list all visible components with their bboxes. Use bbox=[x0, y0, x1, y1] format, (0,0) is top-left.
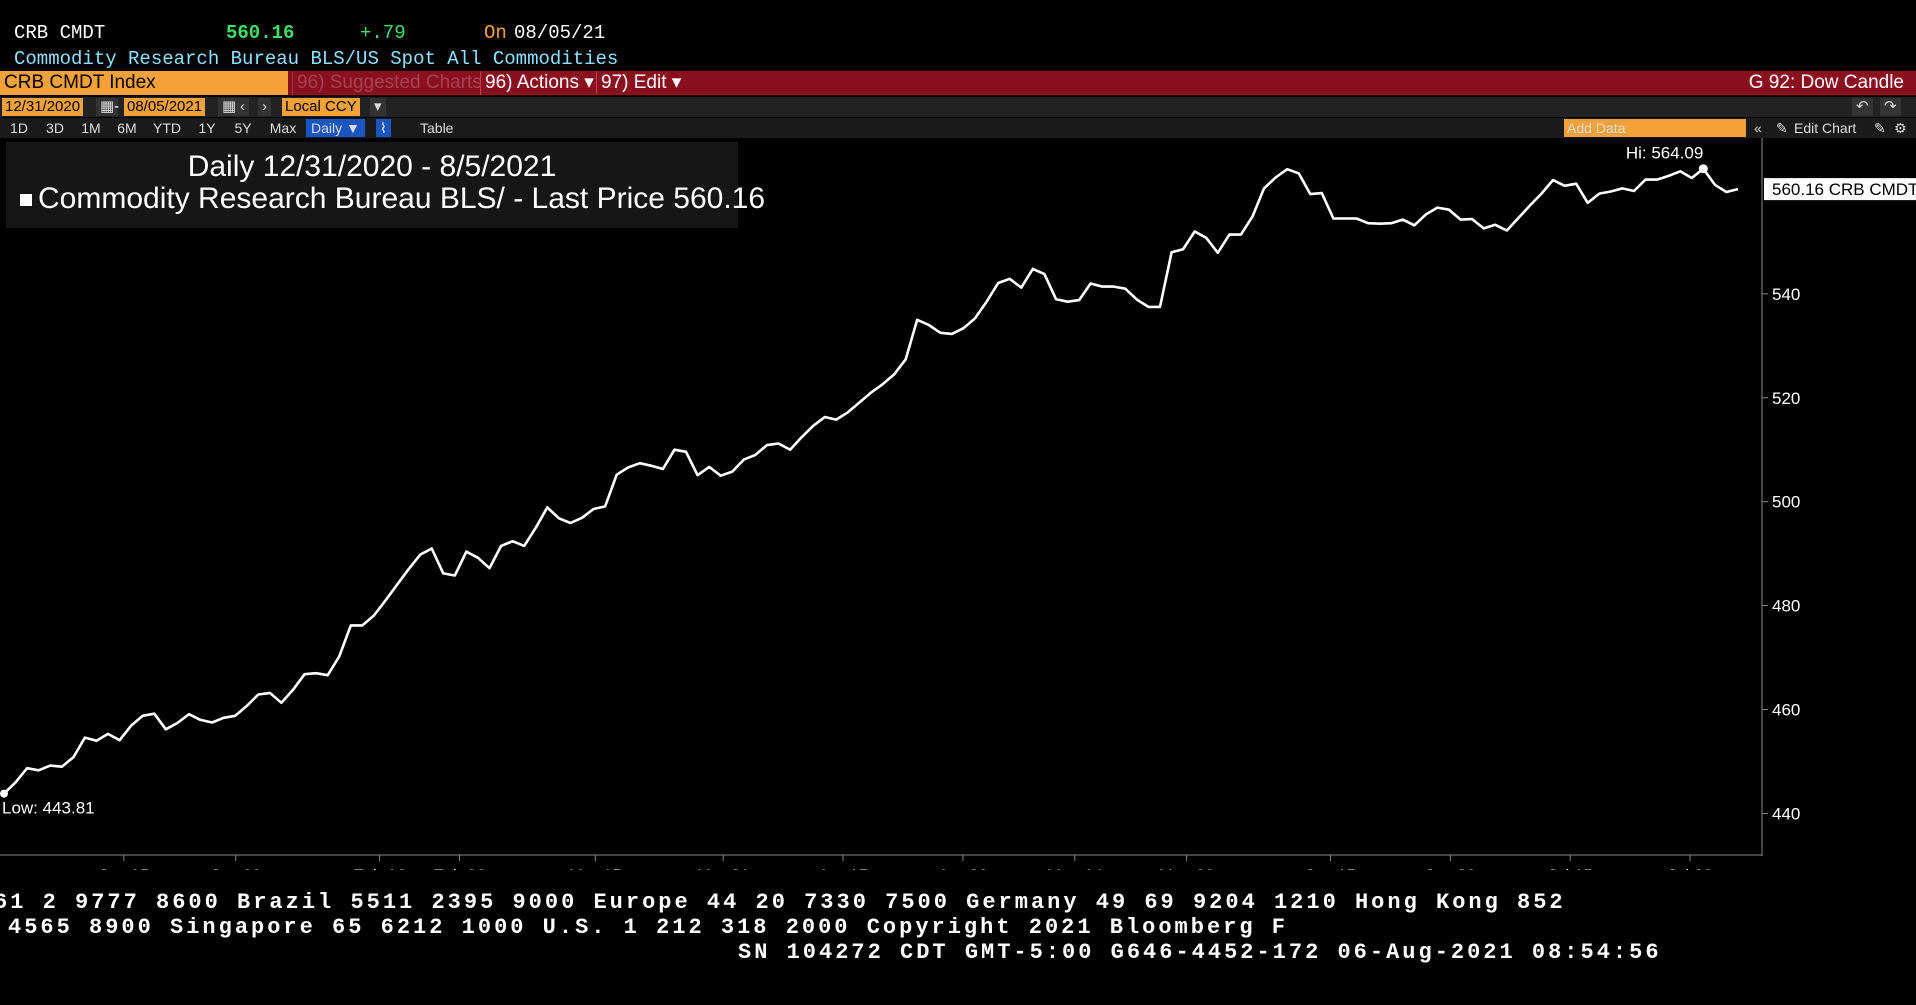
add-data-input[interactable]: Add Data bbox=[1564, 119, 1746, 137]
range-button-1d[interactable]: 1D bbox=[10, 120, 28, 136]
legend-series-name: Commodity Research Bureau BLS/ - Last Pr… bbox=[38, 182, 665, 215]
edit-chart-button[interactable]: Edit Chart bbox=[1794, 120, 1857, 136]
price-change: +.79 bbox=[360, 22, 406, 44]
legend-series-entry: Commodity Research Bureau BLS/ - Last Pr… bbox=[20, 182, 765, 216]
end-date-input[interactable]: 08/05/2021 bbox=[124, 98, 206, 116]
on-label: On bbox=[484, 22, 507, 44]
y-tick-label: 480 bbox=[1772, 597, 1800, 616]
x-tick-label: May 28 bbox=[1159, 866, 1215, 870]
chevron-down-icon[interactable]: ▾ bbox=[370, 98, 386, 116]
y-tick-label: 440 bbox=[1772, 804, 1800, 823]
redo-icon[interactable]: ↷ bbox=[1880, 98, 1901, 116]
high-marker bbox=[1698, 164, 1708, 174]
ticker-symbol: CRB CMDT bbox=[14, 22, 106, 44]
legend-title: Daily 12/31/2020 - 8/5/2021 bbox=[187, 150, 557, 183]
x-tick-label: Jul 15 bbox=[1548, 866, 1593, 870]
x-tick-label: Apr 15 bbox=[818, 866, 868, 870]
footer-contacts-line-1: 61 2 9777 8600 Brazil 5511 2395 9000 Eur… bbox=[0, 890, 1566, 915]
chart-legend: Daily 12/31/2020 - 8/5/2021 Commodity Re… bbox=[6, 142, 765, 228]
y-tick-label: 520 bbox=[1772, 389, 1800, 408]
chevron-right-icon[interactable]: › bbox=[258, 98, 271, 116]
footer-contacts-line-2: 4565 8900 Singapore 65 6212 1000 U.S. 1 … bbox=[8, 915, 1288, 940]
line-chart-icon[interactable]: ⌇ bbox=[376, 119, 391, 137]
edit-icon[interactable]: ✎ bbox=[1874, 120, 1886, 136]
calendar-icon[interactable]: ▦ bbox=[96, 98, 119, 116]
collapse-icon[interactable]: « bbox=[1754, 120, 1762, 136]
security-description: Commodity Research Bureau BLS/US Spot Al… bbox=[14, 48, 619, 70]
x-tick-label: Jun 30 bbox=[1425, 866, 1476, 870]
price-chart: 440 460 480 500 520 540 Jan 15 Jan 29 Feb 16 Feb… bbox=[0, 138, 1916, 870]
last-price-tag: 560.16 CRB CMDT bbox=[1764, 178, 1916, 201]
x-tick-label: Feb 26 bbox=[433, 866, 486, 870]
legend-swatch bbox=[20, 194, 32, 207]
x-tick-label: Mar 15 bbox=[569, 866, 622, 870]
chart-type-label: G 92: Dow Candle bbox=[1748, 72, 1904, 93]
x-tick-label: Feb 16 bbox=[353, 866, 406, 870]
period-select[interactable]: Daily ▼ bbox=[306, 119, 365, 137]
command-toolbar: CRB CMDT Index 96) Suggested Charts 96) … bbox=[0, 71, 1916, 95]
pencil-icon[interactable]: ✎ bbox=[1776, 120, 1788, 136]
last-price-tag-label: 560.16 CRB CMDT bbox=[1772, 180, 1916, 199]
x-tick-label: Jan 15 bbox=[98, 866, 149, 870]
series-line-last-price bbox=[3, 167, 1739, 795]
range-button-6m[interactable]: 6M bbox=[117, 120, 137, 136]
start-date-input[interactable]: 12/31/2020 bbox=[2, 98, 84, 116]
high-label: Hi: 564.09 bbox=[1626, 144, 1704, 163]
chevron-left-icon[interactable]: ‹ bbox=[236, 98, 249, 116]
x-tick-label: Mar 31 bbox=[697, 866, 750, 870]
y-tick-label: 540 bbox=[1772, 285, 1800, 304]
date-range-bar: 12/31/2020 ▦ - 08/05/2021 ▦ ‹ › Local CC… bbox=[0, 97, 1916, 117]
currency-select[interactable]: Local CCY bbox=[282, 98, 360, 116]
suggested-charts-button[interactable]: 96) Suggested Charts bbox=[292, 71, 482, 95]
x-tick-label: Jan 29 bbox=[210, 866, 261, 870]
undo-icon[interactable]: ↶ bbox=[1852, 98, 1873, 116]
low-label: Low: 443.81 bbox=[2, 799, 95, 818]
price-date: 08/05/21 bbox=[514, 22, 606, 44]
range-button-1m[interactable]: 1M bbox=[81, 120, 101, 136]
y-tick-label: 460 bbox=[1772, 701, 1800, 720]
last-price: 560.16 bbox=[226, 22, 295, 44]
range-button-1y[interactable]: 1Y bbox=[198, 120, 216, 136]
legend-last-value: 560.16 bbox=[673, 182, 766, 215]
x-tick-label: Jun 15 bbox=[1305, 866, 1356, 870]
ticker-input[interactable]: CRB CMDT Index bbox=[0, 71, 288, 95]
range-button-max[interactable]: Max bbox=[269, 120, 297, 136]
x-tick-label: May 14 bbox=[1047, 866, 1103, 870]
gear-icon[interactable]: ⚙ bbox=[1894, 120, 1907, 136]
calendar-icon[interactable]: ▦ bbox=[218, 98, 241, 116]
range-button-3d[interactable]: 3D bbox=[46, 120, 64, 136]
security-header: CRB CMDT 560.16 +.79 On 08/05/21 bbox=[14, 22, 1914, 46]
range-button-ytd[interactable]: YTD bbox=[153, 120, 181, 136]
table-button[interactable]: Table bbox=[420, 120, 454, 136]
footer-session-line: SN 104272 CDT GMT-5:00 G646-4452-172 06-… bbox=[738, 940, 1662, 965]
edit-menu[interactable]: 97) Edit ▾ bbox=[596, 71, 681, 95]
y-tick-label: 500 bbox=[1772, 493, 1800, 512]
actions-menu[interactable]: 96) Actions ▾ bbox=[480, 71, 594, 95]
range-selector-bar: 1D 3D 1M 6M YTD 1Y 5Y Max Daily ▼ ⌇ Tabl… bbox=[0, 118, 1916, 138]
range-button-5y[interactable]: 5Y bbox=[234, 120, 252, 136]
date-separator: - bbox=[114, 98, 119, 115]
x-tick-label: Jul 30 bbox=[1667, 866, 1712, 870]
low-marker bbox=[0, 789, 8, 798]
x-tick-label: Apr 30 bbox=[938, 866, 988, 870]
